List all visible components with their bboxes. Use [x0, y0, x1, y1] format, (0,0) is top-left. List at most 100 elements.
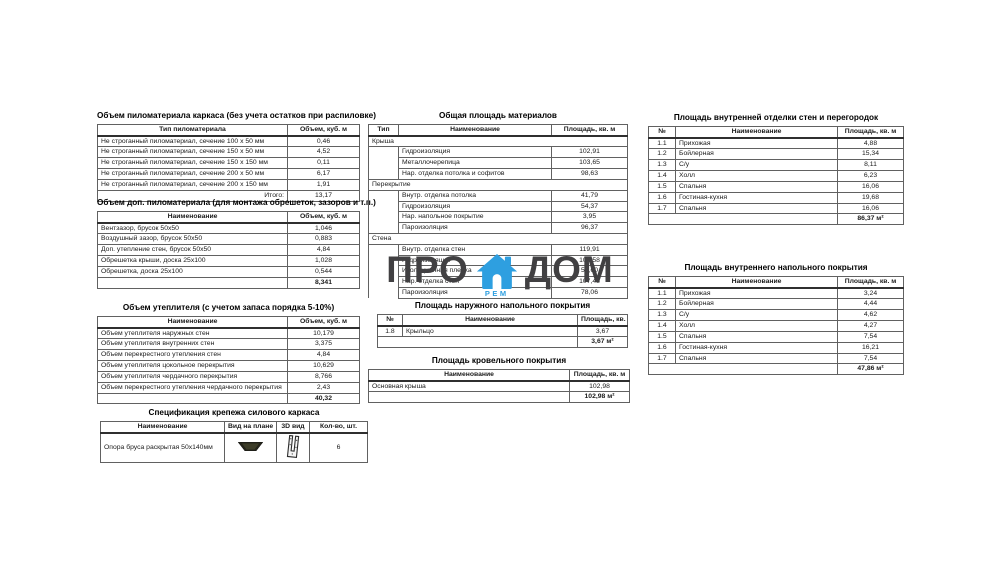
quantity-value: 6 — [309, 432, 368, 464]
room-number: 1.8 — [377, 325, 403, 338]
table-row: 1.3 С/у 8,11 — [648, 159, 904, 172]
table-row: Объем утеплителя внутренних стен 3,375 — [97, 338, 360, 351]
group-row-roof: Крыша — [368, 135, 628, 148]
column-header-number: № — [648, 125, 676, 139]
table-row: Воздушный зазор, брусок 50x50 0,883 — [97, 233, 360, 246]
material-name: Объем утеплителя цокольное перекрытия — [97, 360, 288, 372]
empty-cell — [377, 336, 578, 349]
table-row: 1.2 Бойлерная 15,34 — [648, 148, 904, 161]
group-row-floor-slab: Перекрытие — [368, 178, 628, 191]
room-name: Спальня — [675, 180, 838, 193]
empty-cell — [648, 213, 838, 226]
total-value: 40,32 — [287, 392, 360, 405]
roof-cover-area-section: Площадь кровельного покрытия Наименовани… — [368, 356, 630, 404]
area-value: 16,06 — [837, 202, 904, 215]
total-row: Итого: 13,17 — [97, 189, 360, 202]
room-name: Крыльцо — [402, 325, 578, 338]
material-name: Гидроизоляция — [398, 146, 552, 159]
material-name: Обрешетка крыши, доска 25x100 — [97, 255, 288, 267]
material-name: Объем утеплителя наружных стен — [97, 327, 288, 340]
area-value: 16,21 — [837, 341, 904, 354]
material-name: Обрешетка, доска 25x100 — [97, 265, 288, 278]
area-value: 3,24 — [837, 287, 904, 300]
total-value: 8,341 — [287, 276, 360, 289]
empty-cell — [368, 391, 570, 404]
materials-total-area-section: Общая площадь материалов Тип Наименовани… — [368, 111, 628, 299]
area-value: 4,44 — [837, 298, 904, 311]
area-value: 7,54 — [837, 330, 904, 343]
total-row: 47,86 м² — [648, 363, 904, 376]
area-value: 102,91 — [551, 146, 628, 159]
material-name: Объем утеплителя чердачного перекрытия — [97, 370, 288, 383]
total-row: 102,98 м² — [368, 391, 630, 404]
table-row: Не строганный пиломатериал, сечение 150 … — [97, 157, 360, 170]
column-header-area: Площадь, кв. м — [837, 125, 904, 139]
logo-text-rem: РЕМ — [484, 289, 509, 298]
table-row: Объем утеплителя наружных стен 10,179 — [97, 327, 360, 340]
volume-value: 2,43 — [287, 381, 360, 394]
room-name: Прихожая — [675, 137, 838, 150]
section-title: Объем утеплителя (с учетом запаса порядк… — [122, 303, 335, 312]
material-name: Объем перекрестного утепления чердачного… — [97, 381, 288, 394]
table-row: Основная крыша 102,98 — [368, 380, 630, 393]
column-header-quantity: Кол-во, шт. — [309, 420, 368, 434]
column-header-area: Площадь, кв. м — [577, 313, 628, 327]
area-value: 8,11 — [837, 159, 904, 172]
material-name: Не строганный пиломатериал, сечение 150 … — [97, 146, 288, 159]
table-row: Опора бруса раскрытая 50x140мм — [100, 432, 368, 464]
room-number: 1.4 — [648, 320, 676, 332]
column-header-plan-view: Вид на плане — [224, 420, 277, 434]
volume-value: 4,84 — [287, 244, 360, 257]
area-value: 4,88 — [837, 137, 904, 150]
material-name: Не строганный пиломатериал, сечение 200 … — [97, 178, 288, 191]
empty-cell — [97, 392, 288, 405]
material-name: Нар. напольное покрытие — [398, 211, 552, 224]
volume-value: 0,883 — [287, 233, 360, 246]
type-column-spacer — [368, 146, 399, 158]
area-value: 4,62 — [837, 309, 904, 322]
material-name: Не строганный пиломатериал, сечение 150 … — [97, 157, 288, 170]
material-name: Внутр. отделка потолка — [398, 189, 552, 202]
room-name: Спальня — [675, 330, 838, 343]
table-row: Вентзазор, брусок 50x50 1,046 — [97, 222, 360, 235]
volume-value: 0,544 — [287, 265, 360, 278]
table-row: 1.4 Холл 6,23 — [648, 170, 904, 182]
interior-floor-area-table: № Наименование Площадь, кв. м 1.1 Прихож… — [648, 275, 904, 376]
room-number: 1.6 — [648, 341, 676, 354]
area-value: 98,63 — [551, 168, 628, 180]
table-row: 1.1 Прихожая 4,88 — [648, 137, 904, 150]
material-name: Гидроизоляция — [398, 200, 552, 213]
column-header-area: Площадь, кв. м — [569, 368, 630, 382]
volume-value: 3,375 — [287, 338, 360, 351]
room-number: 1.5 — [648, 180, 676, 193]
section-title: Объем доп. пиломатериала (для монтажа об… — [97, 198, 376, 207]
section-title: Площадь внутреннего напольного покрытия — [684, 263, 868, 272]
table-row: Доп. утепление стен, брусок 50x50 4,84 — [97, 244, 360, 257]
material-name: Не строганный пиломатериал, сечение 100 … — [97, 135, 288, 148]
materials-total-area-table: Тип Наименование Площадь, кв. м Крыша Ги… — [368, 123, 628, 299]
room-number: 1.7 — [648, 352, 676, 365]
volume-value: 6,17 — [287, 168, 360, 180]
column-header-area: Площадь, кв. м — [551, 123, 628, 137]
logo-house-block: РЕМ — [476, 254, 518, 298]
table-row: Пароизоляция 96,37 — [368, 222, 628, 234]
room-name: Бойлерная — [675, 298, 838, 311]
material-name: Металлочерепица — [398, 157, 552, 170]
room-name: Гостиная-кухня — [675, 341, 838, 354]
table-row: Гидроизоляция 102,91 — [368, 146, 628, 159]
table-row: Не строганный пиломатериал, сечение 200 … — [97, 178, 360, 191]
area-value: 6,23 — [837, 170, 904, 182]
fasteners-spec-section: Спецификация крепежа силового каркаса На… — [100, 408, 368, 464]
area-value: 3,67 — [577, 325, 628, 338]
table-header-row: Тип пиломатериала Объем, куб. м — [97, 123, 360, 137]
volume-value: 8,766 — [287, 370, 360, 383]
column-header-name: Наименование — [368, 368, 570, 382]
total-value: 102,98 м² — [569, 391, 630, 404]
table-row: Не строганный пиломатериал, сечение 100 … — [97, 135, 360, 148]
total-row: 8,341 — [97, 276, 360, 289]
material-name: Доп. утепление стен, брусок 50x50 — [97, 244, 288, 257]
table-header-row: Наименование Объем, куб. м — [97, 315, 360, 329]
column-header-area: Площадь, кв. м — [837, 275, 904, 289]
total-value: 3,67 м² — [577, 336, 628, 349]
column-header-type: Тип пиломатериала — [97, 123, 288, 137]
